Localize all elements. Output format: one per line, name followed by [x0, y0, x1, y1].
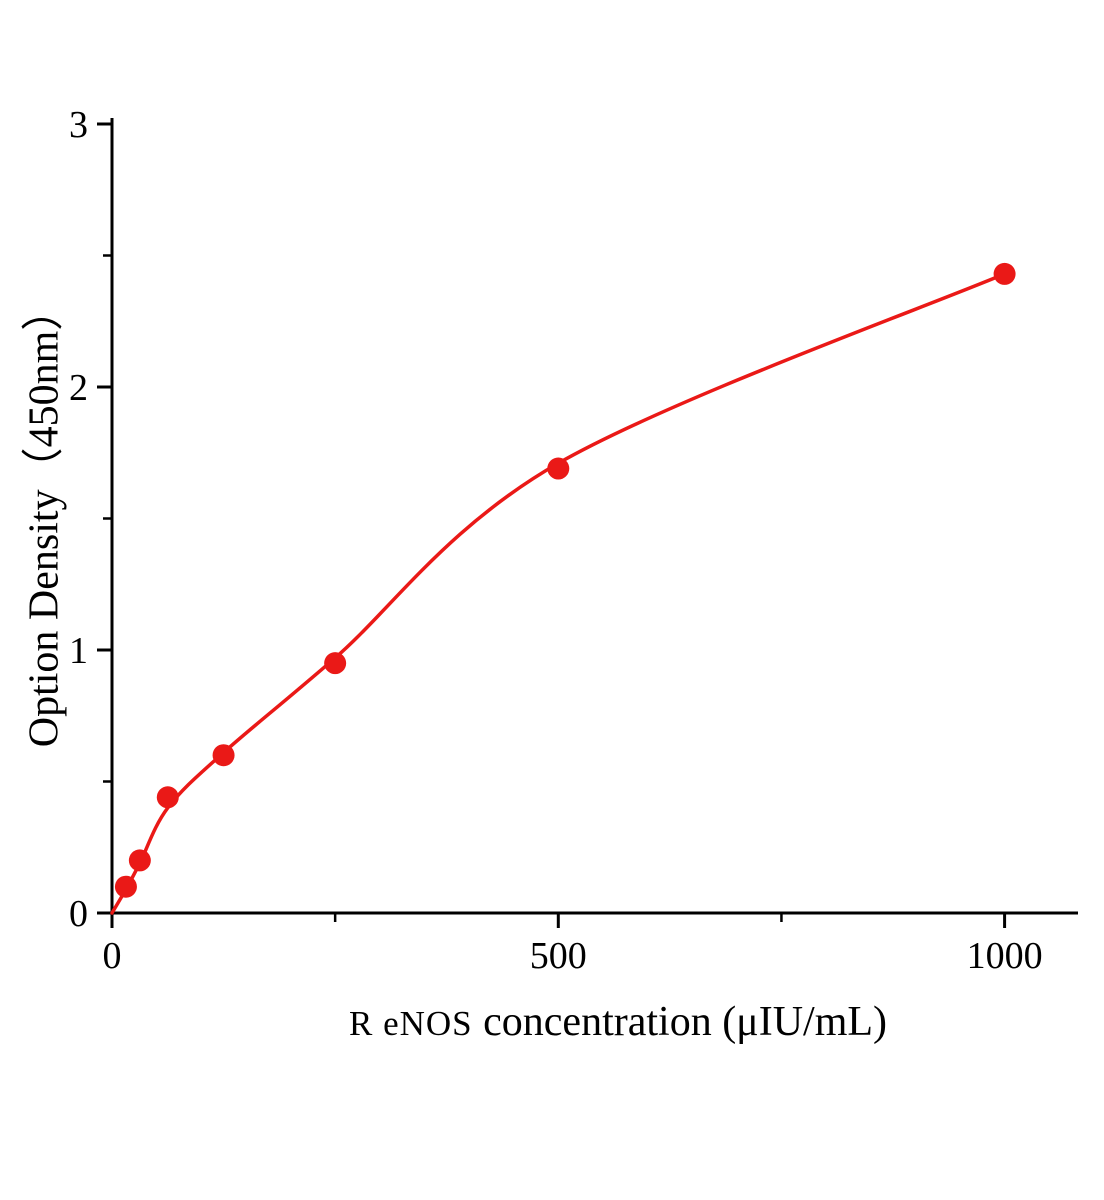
x-tick-label: 500	[530, 935, 587, 977]
data-point	[156, 786, 179, 809]
y-tick-label: 1	[69, 630, 88, 672]
y-axis-title: Option Density（450nm）	[21, 288, 68, 748]
data-point	[114, 875, 137, 898]
x-tick-label: 0	[103, 935, 122, 977]
x-tick-label: 1000	[967, 935, 1043, 977]
fit-curve	[110, 272, 1007, 915]
data-point	[212, 744, 235, 767]
y-tick-label: 3	[69, 104, 88, 146]
data-point	[324, 652, 347, 675]
y-tick-label: 2	[69, 367, 88, 409]
x-axis-title: R eNOS concentration (μIU/mL)	[349, 998, 887, 1046]
y-tick-label: 0	[69, 893, 88, 935]
x-axis-title-prefix: R eNOS	[348, 1004, 473, 1043]
data-point	[547, 457, 570, 480]
data-point	[128, 849, 151, 872]
x-axis-title-main: concentration (μIU/mL)	[472, 999, 888, 1045]
data-point	[993, 262, 1016, 285]
